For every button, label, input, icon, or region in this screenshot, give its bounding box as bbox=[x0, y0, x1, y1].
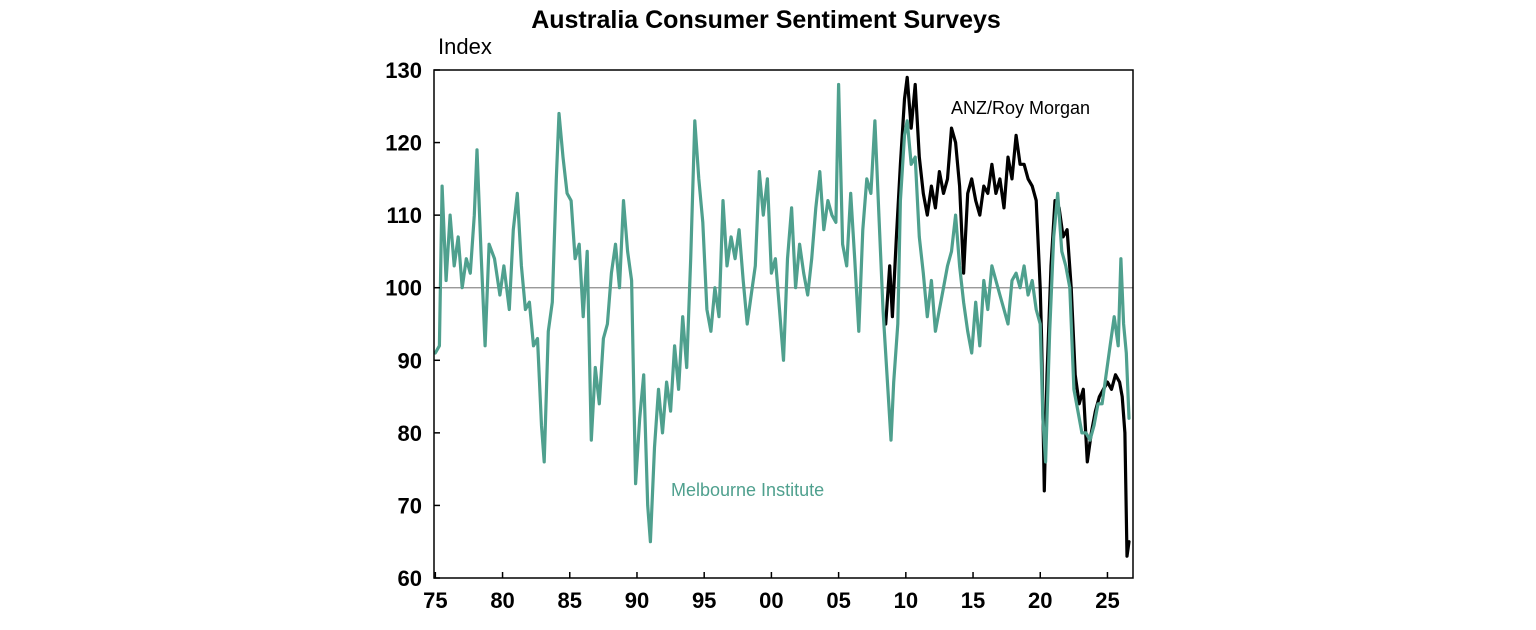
x-tick-label: 15 bbox=[961, 588, 985, 613]
y-tick-label: 110 bbox=[387, 203, 423, 228]
x-tick-label: 25 bbox=[1095, 588, 1119, 613]
y-tick-label: 60 bbox=[398, 566, 422, 591]
y-tick-label: 130 bbox=[385, 58, 422, 83]
y-tick-label: 80 bbox=[398, 421, 422, 446]
y-tick-label: 90 bbox=[398, 348, 422, 373]
y-tick-label: 70 bbox=[398, 493, 422, 518]
plot-frame bbox=[433, 69, 1134, 579]
y-axis: 60 70 80 90 100 110 120 130 bbox=[385, 58, 440, 591]
series-label-anz-roy-morgan: ANZ/Roy Morgan bbox=[951, 98, 1090, 118]
x-tick-label: 20 bbox=[1028, 588, 1052, 613]
series-layer bbox=[433, 75, 1131, 558]
series-label-melbourne-institute: Melbourne Institute bbox=[671, 480, 824, 500]
y-tick-label: 100 bbox=[385, 276, 422, 301]
x-tick-label: 95 bbox=[692, 588, 716, 613]
x-tick-label: 80 bbox=[490, 588, 514, 613]
x-axis: 75 80 85 90 95 00 05 10 15 20 25 bbox=[423, 572, 1120, 613]
y-axis-unit-label: Index bbox=[438, 34, 492, 59]
x-tick-label: 10 bbox=[894, 588, 918, 613]
x-tick-label: 00 bbox=[759, 588, 783, 613]
y-tick-label: 120 bbox=[385, 131, 422, 156]
x-tick-label: 75 bbox=[423, 588, 447, 613]
series-line-melbourne-institute bbox=[433, 82, 1131, 544]
chart-title: Australia Consumer Sentiment Surveys bbox=[531, 6, 1001, 34]
x-tick-label: 05 bbox=[826, 588, 850, 613]
x-tick-label: 90 bbox=[625, 588, 649, 613]
x-tick-label: 85 bbox=[558, 588, 582, 613]
